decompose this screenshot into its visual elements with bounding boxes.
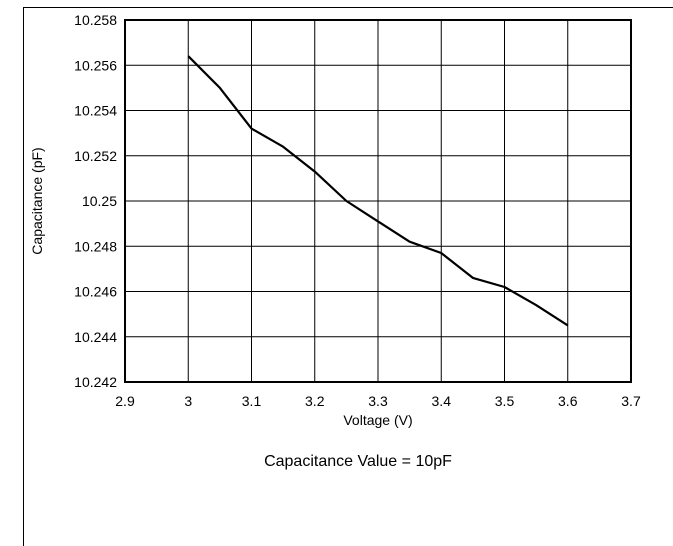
- x-tick-label: 3.4: [432, 393, 452, 409]
- y-tick-label: 10.256: [74, 57, 117, 73]
- y-axis-title: Capacitance (pF): [29, 147, 45, 254]
- x-tick-label: 3.2: [305, 393, 325, 409]
- y-tick-labels: 10.242 10.244 10.246 10.248 10.25 10.252 10.25…: [74, 12, 117, 390]
- y-tick-label: 10.242: [74, 374, 117, 390]
- y-tick-label: 10.246: [74, 284, 117, 300]
- x-tick-label: 2.9: [115, 393, 135, 409]
- y-tick-label: 10.252: [74, 148, 117, 164]
- series-line-0: [187, 55, 569, 327]
- x-tick-labels: 2.9 3 3.1 3.2 3.3 3.4 3.5 3.6 3.7: [115, 393, 641, 409]
- x-axis-title: Voltage (V): [343, 412, 412, 428]
- x-tick-label: 3: [184, 393, 192, 409]
- y-tick-label: 10.258: [74, 12, 117, 28]
- x-tick-label: 3.1: [242, 393, 262, 409]
- y-tick-label: 10.248: [74, 238, 117, 254]
- figure-frame: [23, 7, 673, 546]
- series-group: [187, 55, 569, 327]
- y-tick-label: 10.244: [74, 329, 117, 345]
- x-tick-label: 3.3: [368, 393, 388, 409]
- y-tick-label: 10.25: [82, 193, 117, 209]
- x-tick-label: 3.6: [558, 393, 578, 409]
- chart-caption: Capacitance Value = 10pF: [264, 453, 452, 470]
- x-tick-label: 3.5: [495, 393, 515, 409]
- x-tick-label: 3.7: [621, 393, 641, 409]
- y-tick-label: 10.254: [74, 103, 117, 119]
- grid-lines: [125, 20, 631, 382]
- plot-border: [124, 19, 632, 383]
